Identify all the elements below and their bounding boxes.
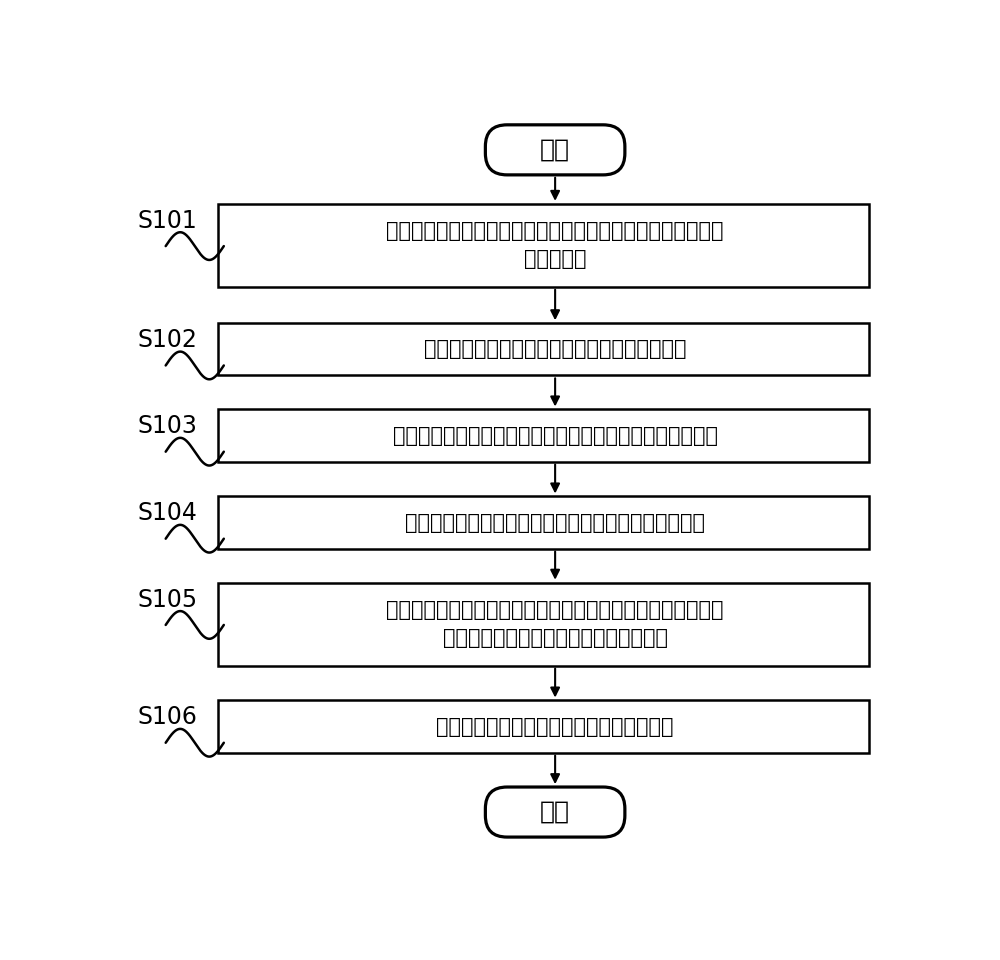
Bar [218,701,869,753]
FancyBboxPatch shape [485,125,625,175]
Text: 结束: 结束 [540,800,570,824]
Bar [218,204,869,287]
Text: S103: S103 [138,415,198,439]
Text: S106: S106 [138,706,198,730]
Bar [218,496,869,549]
Text: S104: S104 [138,501,198,525]
Text: S102: S102 [138,328,198,352]
Bar [218,409,869,462]
Text: 接收凝结水观测设备采集的每个梯度的凝结水检测数据及对应
的环境信息: 接收凝结水观测设备采集的每个梯度的凝结水检测数据及对应 的环境信息 [386,222,724,270]
Bar [218,324,869,375]
Text: 接收涡动相关技术观测装置获取的相关气象信息: 接收涡动相关技术观测装置获取的相关气象信息 [424,339,686,359]
Bar [218,583,869,665]
Text: 开始: 开始 [540,138,570,162]
Text: S101: S101 [138,208,198,232]
FancyBboxPatch shape [485,787,625,837]
Text: 分别对接收的每个梯度的所述凝结水检测数据进行处理: 分别对接收的每个梯度的所述凝结水检测数据进行处理 [405,513,705,533]
Text: 根据处理后的每个梯度的所述凝结水检测数据及对应的所述环
境信息，生成多个梯度的凝结水分析结果: 根据处理后的每个梯度的所述凝结水检测数据及对应的所述环 境信息，生成多个梯度的凝… [386,600,724,648]
Text: S105: S105 [138,588,198,612]
Text: 通过与数据服务器对应的网站展示分析结果: 通过与数据服务器对应的网站展示分析结果 [436,716,674,736]
Text: 据所述相关气象信息利用预设置算法，获得模拟凝结水数据: 据所述相关气象信息利用预设置算法，获得模拟凝结水数据 [393,425,718,445]
